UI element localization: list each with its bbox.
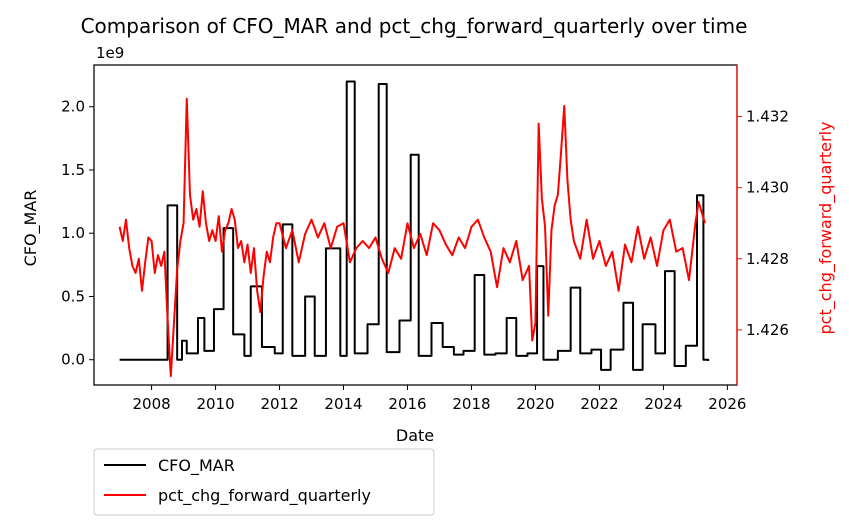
right-y-tick-label: 1.432 <box>746 108 789 126</box>
x-tick-label: 2020 <box>516 395 554 413</box>
left-y-axis: 0.0 0.5 1.0 1.5 2.0 <box>61 98 94 369</box>
x-axis-label: Date <box>396 426 434 445</box>
x-tick-label: 2008 <box>132 395 170 413</box>
right-y-tick-label: 1.430 <box>746 179 789 197</box>
x-tick-label: 2018 <box>452 395 490 413</box>
x-axis: 2008 2010 2012 2014 2016 2018 2020 2022 2024 2026 <box>132 385 746 413</box>
left-y-tick-label: 0.0 <box>61 351 85 369</box>
legend-label-pct-chg: pct_chg_forward_quarterly <box>158 486 371 506</box>
left-y-axis-label: CFO_MAR <box>21 190 41 267</box>
legend: CFO_MAR pct_chg_forward_quarterly <box>93 448 435 516</box>
x-tick-label: 2014 <box>324 395 362 413</box>
x-tick-label: 2024 <box>644 395 682 413</box>
right-y-axis-label: pct_chg_forward_quarterly <box>816 122 836 335</box>
legend-box <box>93 448 435 516</box>
x-tick-label: 2016 <box>388 395 426 413</box>
left-axis-offset-label: 1e9 <box>96 44 124 62</box>
right-y-axis: 1.426 1.428 1.430 1.432 <box>736 65 789 385</box>
left-y-tick-label: 2.0 <box>61 98 85 116</box>
x-tick-label: 2026 <box>708 395 746 413</box>
left-y-tick-label: 0.5 <box>61 287 85 305</box>
legend-label-cfo-mar: CFO_MAR <box>158 456 235 476</box>
left-y-tick-label: 1.5 <box>61 161 85 179</box>
series-line-pct-chg-forward-quarterly <box>118 97 706 378</box>
x-tick-label: 2022 <box>580 395 618 413</box>
right-y-tick-label: 1.428 <box>746 250 789 268</box>
chart-title: Comparison of CFO_MAR and pct_chg_forwar… <box>81 14 748 38</box>
series-line-cfo-mar <box>119 80 710 371</box>
left-y-tick-label: 1.0 <box>61 224 85 242</box>
plot-lines <box>118 80 710 378</box>
x-tick-label: 2010 <box>196 395 234 413</box>
right-y-tick-label: 1.426 <box>746 321 789 339</box>
x-tick-label: 2012 <box>260 395 298 413</box>
